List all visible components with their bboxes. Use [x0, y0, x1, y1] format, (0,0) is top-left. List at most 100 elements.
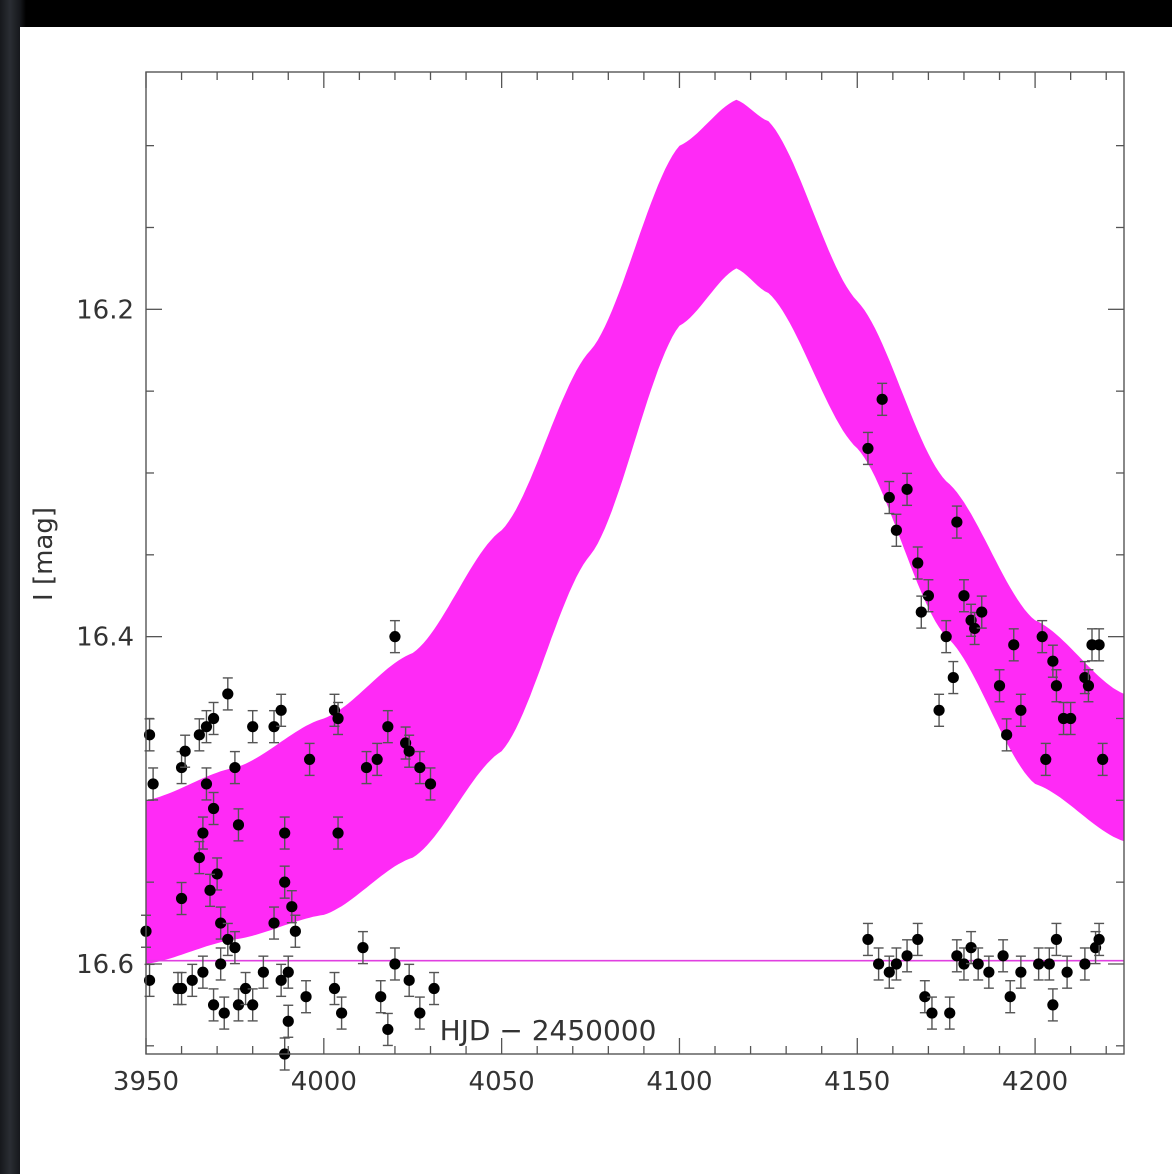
- data-point-marker: [883, 491, 895, 504]
- data-point: [951, 505, 963, 539]
- data-point-marker: [222, 933, 234, 946]
- data-point-marker: [186, 974, 198, 986]
- data-point-marker: [1015, 704, 1027, 716]
- data-point: [247, 988, 259, 1022]
- data-point: [890, 513, 902, 547]
- data-point-marker: [257, 966, 269, 978]
- data-point: [976, 595, 988, 629]
- data-point-marker: [890, 524, 902, 536]
- data-point-marker: [268, 721, 280, 733]
- data-point-marker: [403, 745, 415, 757]
- data-point: [958, 579, 970, 613]
- data-point-marker: [207, 999, 220, 1011]
- data-point-marker: [332, 712, 344, 725]
- data-point: [197, 955, 209, 989]
- data-point-marker: [972, 958, 984, 970]
- x-axis-label: HJD − 2450000: [440, 1014, 657, 1047]
- data-point-marker: [143, 974, 156, 986]
- data-point-marker: [862, 442, 874, 455]
- data-point: [175, 971, 188, 1006]
- data-point-marker: [414, 1007, 426, 1019]
- data-point: [1040, 742, 1052, 777]
- data-point-marker: [300, 991, 312, 1003]
- data-point: [1004, 980, 1016, 1014]
- data-point-marker: [915, 606, 927, 618]
- data-point-marker: [922, 590, 935, 602]
- data-point: [382, 709, 394, 744]
- data-point-marker: [275, 704, 287, 716]
- data-point: [232, 808, 245, 842]
- data-point-marker: [175, 892, 188, 905]
- data-point: [1015, 693, 1027, 727]
- data-point: [919, 980, 931, 1014]
- data-point: [332, 816, 344, 850]
- data-point: [912, 546, 924, 580]
- data-point-marker: [286, 901, 298, 913]
- data-point: [876, 382, 888, 417]
- data-point: [357, 930, 369, 965]
- data-point: [915, 595, 927, 629]
- data-point: [200, 767, 213, 801]
- data-point: [1001, 718, 1013, 752]
- light-curve-chart: 3950 4000 4050 4100 4150 4200 16.2 16.4 16.6 HJ…: [29, 71, 1125, 1097]
- data-point-marker: [193, 852, 205, 864]
- data-point: [1061, 955, 1073, 989]
- data-point: [207, 988, 220, 1022]
- data-point: [922, 579, 935, 613]
- data-point: [382, 1012, 394, 1047]
- data-point: [901, 472, 913, 507]
- x-tick-label: 4200: [1002, 1067, 1068, 1097]
- data-point-marker: [1093, 933, 1105, 946]
- data-point: [1079, 947, 1091, 981]
- data-point-marker: [207, 712, 220, 725]
- data-point-marker: [197, 966, 209, 978]
- data-point: [268, 709, 280, 744]
- data-point-marker: [375, 991, 387, 1003]
- data-point: [1050, 669, 1063, 703]
- data-point: [207, 791, 220, 826]
- y-tick-label: 16.2: [76, 295, 134, 325]
- data-point-marker: [883, 966, 895, 978]
- data-point: [1008, 628, 1020, 662]
- data-point-marker: [204, 884, 216, 896]
- data-point-marker: [282, 966, 294, 978]
- data-point-marker: [229, 761, 241, 774]
- model-band: [146, 99, 1124, 965]
- x-tick-label: 3950: [113, 1067, 179, 1097]
- data-point: [193, 840, 205, 875]
- data-point: [375, 980, 387, 1014]
- data-point-marker: [360, 761, 373, 774]
- data-point-marker: [328, 982, 341, 995]
- data-point: [289, 914, 301, 948]
- data-point-marker: [215, 917, 227, 929]
- data-point-marker: [951, 950, 963, 962]
- data-point: [414, 996, 426, 1030]
- data-point: [200, 709, 213, 744]
- data-point-marker: [997, 950, 1009, 962]
- data-point: [901, 939, 913, 973]
- data-point-marker: [424, 778, 437, 790]
- data-point: [336, 996, 348, 1030]
- data-point: [371, 742, 383, 777]
- data-point: [1093, 922, 1105, 957]
- data-point-marker: [229, 942, 241, 954]
- data-point: [965, 930, 977, 965]
- data-point-marker: [279, 876, 291, 888]
- data-point-marker: [958, 958, 970, 970]
- data-point-marker: [873, 958, 885, 970]
- data-point: [303, 742, 316, 777]
- data-point-marker: [428, 982, 440, 995]
- data-point: [926, 996, 938, 1030]
- data-point: [993, 669, 1006, 703]
- data-point-marker: [232, 819, 245, 831]
- data-point-marker: [282, 1015, 294, 1027]
- data-point-marker: [175, 982, 188, 995]
- data-point-marker: [951, 516, 963, 528]
- data-point-marker: [1082, 680, 1095, 692]
- data-points: [140, 382, 1109, 1071]
- data-point: [912, 922, 924, 957]
- data-point-marker: [332, 827, 344, 839]
- data-point: [1033, 947, 1045, 981]
- data-point: [1047, 988, 1059, 1022]
- data-point-marker: [239, 982, 252, 995]
